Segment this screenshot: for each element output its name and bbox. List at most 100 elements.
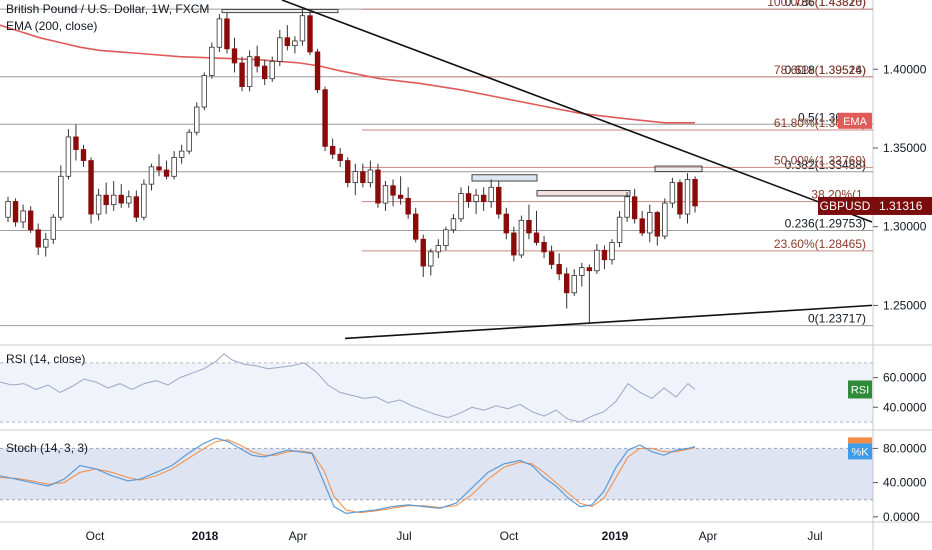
candle-body — [95, 194, 102, 215]
candle-body — [548, 251, 555, 265]
resistance-box — [654, 165, 703, 173]
candle-body — [405, 197, 411, 215]
last-price-label: 1.31316 — [879, 199, 923, 213]
candle-body — [284, 37, 291, 47]
candle-body — [450, 218, 457, 231]
candle-body — [458, 193, 464, 220]
fib-retracement-label: 0.618(1.39524) — [785, 63, 866, 77]
candle-body — [261, 65, 268, 80]
fib-retracement-label: 0(1.23717) — [808, 312, 866, 326]
stoch-d-tag — [848, 437, 872, 444]
candle-body — [571, 275, 577, 294]
candle-body — [579, 267, 585, 276]
candle-body — [80, 149, 87, 161]
candle-body — [564, 273, 570, 294]
candle-body — [329, 145, 336, 155]
symbol-tag — [818, 196, 873, 215]
candle-body — [148, 166, 155, 185]
candle-body — [65, 136, 72, 177]
rsi-tick-label: 40.0000 — [883, 400, 927, 414]
ema-200-line — [0, 24, 695, 124]
candle-body — [647, 212, 653, 234]
candle-body — [111, 194, 117, 206]
candle-body — [103, 194, 109, 206]
candle-body — [526, 219, 532, 234]
candle-body — [224, 18, 230, 50]
stoch-tick-label: 40.0000 — [883, 476, 927, 490]
candle-body — [496, 186, 502, 215]
candle-body — [443, 229, 449, 246]
stoch-k-line — [0, 437, 696, 515]
candle-body — [435, 245, 442, 253]
resistance-box — [536, 189, 631, 197]
candle-body — [390, 185, 396, 196]
candle-body — [669, 182, 676, 204]
x-tick-label: Apr — [289, 529, 308, 543]
trendline — [344, 304, 873, 340]
fib-extension-label: 100.00%(1.43816) — [767, 0, 866, 9]
stoch-band — [0, 448, 873, 500]
fib-retracement-label: 0.236(1.29753) — [785, 217, 866, 231]
x-tick-label: Apr — [699, 529, 718, 543]
candle-body — [73, 136, 79, 150]
candle-body — [639, 218, 645, 234]
ema-tag-label: EMA — [843, 116, 868, 128]
rsi-tag-label: RSI — [851, 384, 869, 396]
candle-body — [299, 15, 306, 42]
fib-retracement-label: 0.382(1.33488) — [785, 158, 866, 172]
x-tick-label: 2019 — [602, 529, 629, 543]
candle-body — [684, 179, 691, 215]
candle-body — [186, 131, 192, 152]
y-tick-label: 1.25000 — [883, 298, 927, 312]
stoch-d-line — [0, 439, 696, 514]
stoch-tick-label: 80.0000 — [883, 441, 927, 455]
ema-legend: EMA (200, close) — [6, 19, 98, 33]
candle-body — [412, 213, 419, 240]
candle-body — [337, 153, 343, 161]
stoch-k-tag-label: %K — [851, 446, 869, 458]
candle-body — [465, 193, 472, 202]
ema-tag — [838, 112, 872, 129]
candle-body — [209, 46, 215, 76]
candle-body — [654, 212, 660, 237]
candle-body — [677, 182, 683, 215]
candle-body — [594, 249, 600, 272]
rsi-band — [0, 362, 873, 423]
candle-body — [156, 166, 162, 171]
candle-body — [360, 171, 366, 183]
candle-body — [518, 219, 525, 256]
fib-extension-label: 50.00%(1.33769) — [774, 153, 866, 167]
symbol-title: British Pound / U.S. Dollar, 1W, FXCM — [6, 2, 210, 16]
candle-body — [58, 175, 64, 218]
candle-body — [194, 106, 200, 133]
candle-body — [50, 216, 56, 240]
candle-body — [488, 186, 494, 202]
candle-body — [5, 201, 11, 218]
fib-retracement-label: 0.786(1.43820) — [785, 0, 866, 9]
trendline — [281, 0, 873, 223]
candle-body — [420, 238, 426, 267]
rsi-legend: RSI (14, close) — [6, 352, 86, 366]
candle-body — [556, 264, 562, 275]
y-tick-label: 1.35000 — [883, 141, 927, 155]
candle-body — [367, 169, 374, 183]
candle-body — [27, 210, 34, 231]
candle-body — [345, 160, 351, 183]
candle-body — [178, 150, 185, 158]
x-tick-label: 2018 — [192, 529, 219, 543]
candle-body — [314, 51, 321, 91]
candle-body — [473, 194, 479, 202]
fib-extension-label: 23.60%(1.28465) — [774, 237, 866, 251]
stoch-tick-label: 0.0000 — [883, 510, 920, 524]
rsi-tick-label: 60.0000 — [883, 371, 927, 385]
rsi-tag — [848, 380, 872, 399]
resistance-box — [221, 8, 339, 14]
candle-body — [533, 232, 540, 243]
candle-body — [382, 185, 389, 204]
candle-body — [216, 18, 223, 48]
candle-body — [624, 196, 630, 218]
candle-body — [480, 194, 487, 202]
candle-body — [126, 196, 132, 204]
candle-body — [246, 56, 253, 87]
